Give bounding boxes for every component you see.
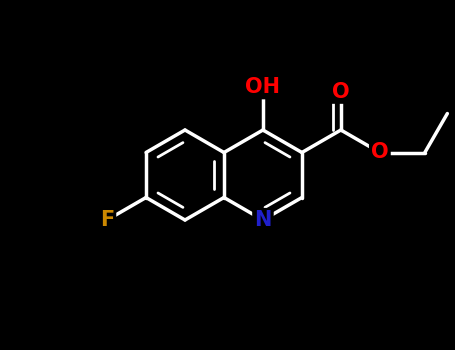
- Text: F: F: [100, 210, 114, 230]
- Text: OH: OH: [245, 77, 280, 97]
- Text: N: N: [254, 210, 272, 230]
- Text: O: O: [371, 142, 389, 162]
- Text: O: O: [332, 82, 350, 102]
